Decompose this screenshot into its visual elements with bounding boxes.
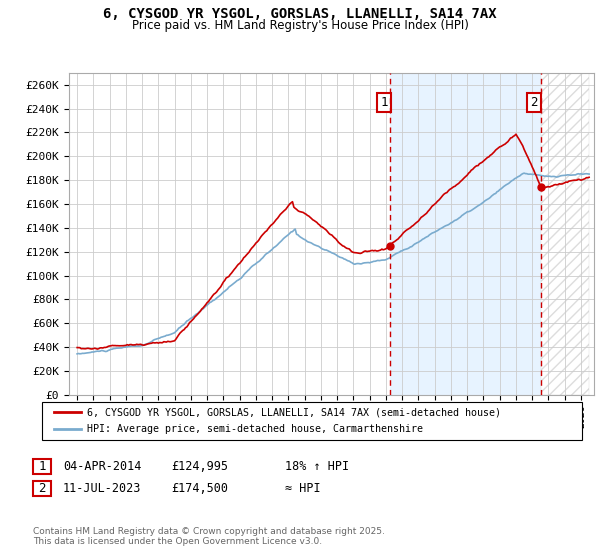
Text: 04-APR-2014: 04-APR-2014 (63, 460, 142, 473)
Text: 6, CYSGOD YR YSGOL, GORSLAS, LLANELLI, SA14 7AX: 6, CYSGOD YR YSGOL, GORSLAS, LLANELLI, S… (103, 7, 497, 21)
Text: Price paid vs. HM Land Registry's House Price Index (HPI): Price paid vs. HM Land Registry's House … (131, 19, 469, 32)
Bar (541, 73, 589, 395)
Text: Contains HM Land Registry data © Crown copyright and database right 2025.
This d: Contains HM Land Registry data © Crown c… (33, 526, 385, 546)
Text: ≈ HPI: ≈ HPI (285, 482, 320, 496)
Text: 11-JUL-2023: 11-JUL-2023 (63, 482, 142, 496)
Text: 1: 1 (380, 96, 388, 109)
Bar (391, 73, 541, 395)
Text: HPI: Average price, semi-detached house, Carmarthenshire: HPI: Average price, semi-detached house,… (87, 424, 423, 434)
Text: 2: 2 (530, 96, 538, 109)
Text: 2: 2 (38, 482, 46, 496)
Text: 1: 1 (38, 460, 46, 473)
Text: £174,500: £174,500 (171, 482, 228, 496)
Text: 6, CYSGOD YR YSGOL, GORSLAS, LLANELLI, SA14 7AX (semi-detached house): 6, CYSGOD YR YSGOL, GORSLAS, LLANELLI, S… (87, 407, 501, 417)
Bar (541, 73, 589, 395)
Text: 18% ↑ HPI: 18% ↑ HPI (285, 460, 349, 473)
Text: £124,995: £124,995 (171, 460, 228, 473)
